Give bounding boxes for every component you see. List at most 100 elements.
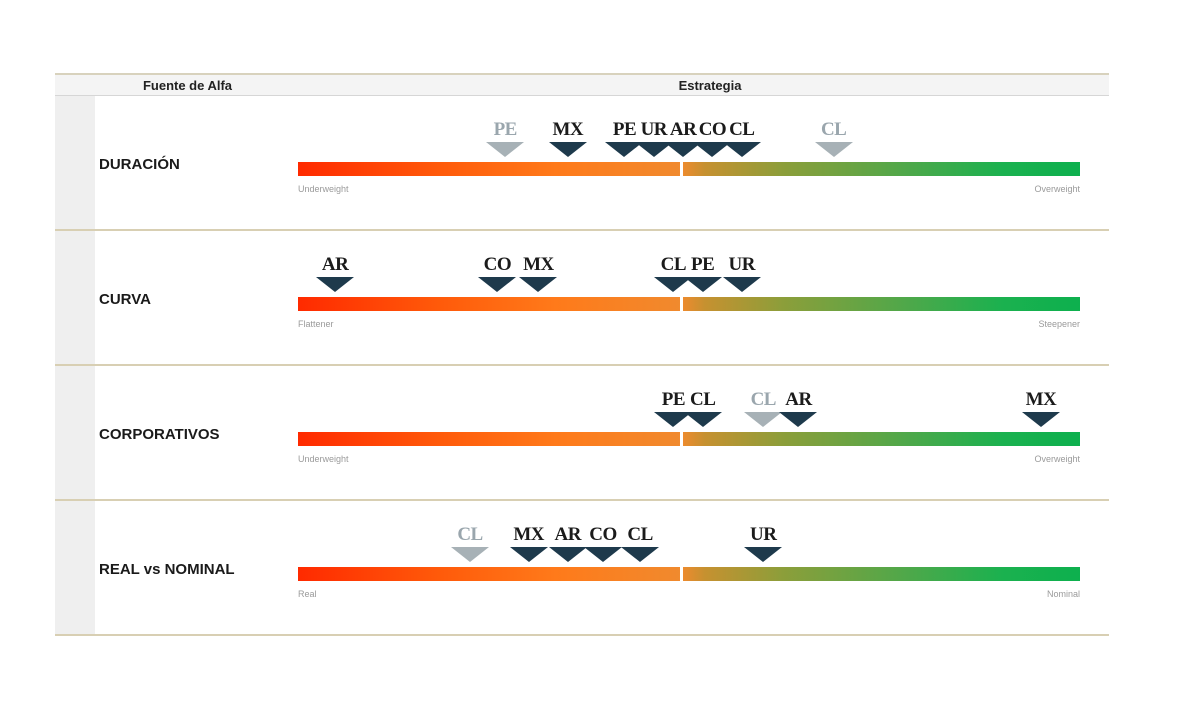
marker-label: MX bbox=[513, 524, 545, 545]
marker-pe: PE bbox=[683, 255, 723, 292]
marker-arrow-icon bbox=[519, 277, 558, 292]
marker-arrow-icon bbox=[654, 277, 693, 292]
axis-right-label: Nominal bbox=[1046, 589, 1080, 599]
marker-pe: PE bbox=[653, 390, 693, 427]
row-real-vs-nominal: REAL vs NOMINAL Real Nominal CL MX AR CO CL U… bbox=[55, 501, 1109, 636]
scale-midpoint bbox=[680, 432, 683, 446]
marker-arrow-icon bbox=[621, 547, 660, 562]
marker-label: MX bbox=[552, 119, 584, 140]
header-strategy: Estrategia bbox=[678, 78, 742, 93]
marker-label: UR bbox=[640, 119, 668, 140]
marker-arrow-icon bbox=[548, 547, 587, 562]
strategy-table: Fuente de Alfa Estrategia DURACIÓN Under… bbox=[55, 73, 1109, 636]
marker-arrow-icon bbox=[316, 277, 355, 292]
marker-label: CL bbox=[627, 524, 653, 545]
marker-ar: AR bbox=[315, 255, 355, 292]
marker-cl: CL bbox=[620, 525, 660, 562]
marker-arrow-icon bbox=[634, 142, 673, 157]
marker-label: UR bbox=[750, 524, 777, 545]
marker-label: CL bbox=[729, 119, 755, 140]
marker-arrow-icon bbox=[814, 142, 853, 157]
header-source: Fuente de Alfa bbox=[142, 78, 233, 93]
marker-label: AR bbox=[669, 119, 697, 140]
marker-ar: AR bbox=[663, 120, 703, 157]
marker-label: PE bbox=[612, 119, 637, 140]
marker-arrow-icon bbox=[683, 277, 722, 292]
marker-cl: CL bbox=[743, 390, 783, 427]
top-rule bbox=[55, 73, 1109, 75]
marker-mx: MX bbox=[1021, 390, 1061, 427]
row-duracion: DURACIÓN Underweight Overweight PE MX PE UR… bbox=[55, 96, 1109, 231]
marker-arrow-icon bbox=[722, 277, 761, 292]
row-label: REAL vs NOMINAL bbox=[99, 561, 235, 578]
marker-arrow-icon bbox=[664, 142, 703, 157]
scale-bar bbox=[298, 567, 1080, 581]
marker-label: AR bbox=[321, 254, 349, 275]
table-header: Fuente de Alfa Estrategia bbox=[55, 75, 1109, 96]
marker-mx: MX bbox=[509, 525, 549, 562]
marker-cl: CL bbox=[653, 255, 693, 292]
marker-pe: PE bbox=[485, 120, 525, 157]
marker-label: CO bbox=[698, 119, 727, 140]
marker-cl: CL bbox=[722, 120, 762, 157]
axis-right-label: Overweight bbox=[1034, 184, 1080, 194]
marker-label: MX bbox=[523, 254, 554, 275]
marker-label: CL bbox=[820, 119, 847, 140]
marker-ur: UR bbox=[743, 525, 783, 562]
marker-mx: MX bbox=[548, 120, 588, 157]
row-strip bbox=[55, 96, 95, 229]
marker-label: CL bbox=[660, 254, 687, 275]
axis-left-label: Underweight bbox=[298, 454, 349, 464]
row-label: CURVA bbox=[99, 291, 151, 308]
scale-bar bbox=[298, 297, 1080, 311]
marker-arrow-icon bbox=[744, 547, 783, 562]
marker-ur: UR bbox=[634, 120, 674, 157]
axis-right-label: Overweight bbox=[1034, 454, 1080, 464]
row-curva: CURVA Flattener Steepener AR CO MX CL PE UR bbox=[55, 231, 1109, 366]
row-strip bbox=[55, 501, 95, 634]
marker-cl: CL bbox=[683, 390, 723, 427]
marker-arrow-icon bbox=[722, 142, 761, 157]
marker-arrow-icon bbox=[548, 142, 587, 157]
marker-arrow-icon bbox=[1021, 412, 1060, 427]
scale-midpoint bbox=[680, 567, 683, 581]
axis-left-label: Real bbox=[298, 589, 317, 599]
marker-label: PE bbox=[661, 389, 686, 410]
marker-arrow-icon bbox=[744, 412, 783, 427]
marker-label: MX bbox=[1025, 389, 1057, 410]
marker-arrow-icon bbox=[683, 412, 722, 427]
marker-arrow-icon bbox=[605, 142, 644, 157]
marker-arrow-icon bbox=[583, 547, 622, 562]
marker-ar: AR bbox=[548, 525, 588, 562]
scale-midpoint bbox=[680, 162, 683, 176]
marker-label: CL bbox=[689, 389, 716, 410]
marker-co: CO bbox=[692, 120, 732, 157]
axis-left-label: Underweight bbox=[298, 184, 349, 194]
marker-arrow-icon bbox=[654, 412, 693, 427]
marker-label: AR bbox=[785, 389, 812, 410]
marker-label: CL bbox=[750, 389, 777, 410]
scale-midpoint bbox=[680, 297, 683, 311]
row-label: CORPORATIVOS bbox=[99, 426, 220, 443]
marker-arrow-icon bbox=[486, 142, 525, 157]
marker-label: CO bbox=[589, 524, 617, 545]
marker-label: PE bbox=[493, 119, 518, 140]
marker-label: PE bbox=[691, 254, 715, 275]
row-strip bbox=[55, 231, 95, 364]
marker-co: CO bbox=[477, 255, 517, 292]
marker-arrow-icon bbox=[478, 277, 517, 292]
axis-left-label: Flattener bbox=[298, 319, 334, 329]
row-label: DURACIÓN bbox=[99, 156, 180, 173]
marker-label: UR bbox=[728, 254, 756, 275]
scale-bar bbox=[298, 432, 1080, 446]
marker-arrow-icon bbox=[509, 547, 548, 562]
marker-cl: CL bbox=[450, 525, 490, 562]
row-corporativos: CORPORATIVOS Underweight Overweight PE CL… bbox=[55, 366, 1109, 501]
marker-cl: CL bbox=[814, 120, 854, 157]
axis-right-label: Steepener bbox=[1038, 319, 1080, 329]
marker-pe: PE bbox=[604, 120, 644, 157]
marker-arrow-icon bbox=[451, 547, 490, 562]
marker-arrow-icon bbox=[693, 142, 732, 157]
marker-ur: UR bbox=[722, 255, 762, 292]
marker-mx: MX bbox=[518, 255, 558, 292]
